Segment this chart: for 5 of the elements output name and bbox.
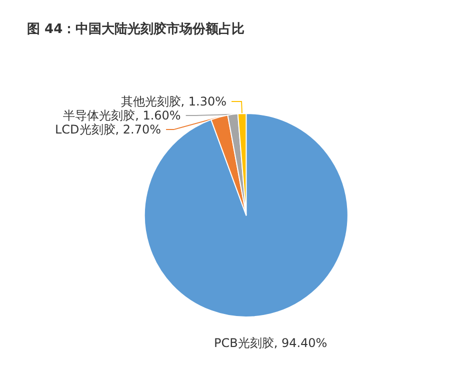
slice-label: PCB光刻胶, 94.40%: [214, 336, 328, 350]
slice-label: 半导体光刻胶, 1.60%: [63, 108, 181, 123]
slice-label: LCD光刻胶, 2.70%: [54, 122, 162, 137]
slice-label: 其他光刻胶, 1.30%: [120, 94, 227, 109]
chart-title: 图 44：中国大陆光刻胶市场份额占比: [27, 21, 245, 37]
